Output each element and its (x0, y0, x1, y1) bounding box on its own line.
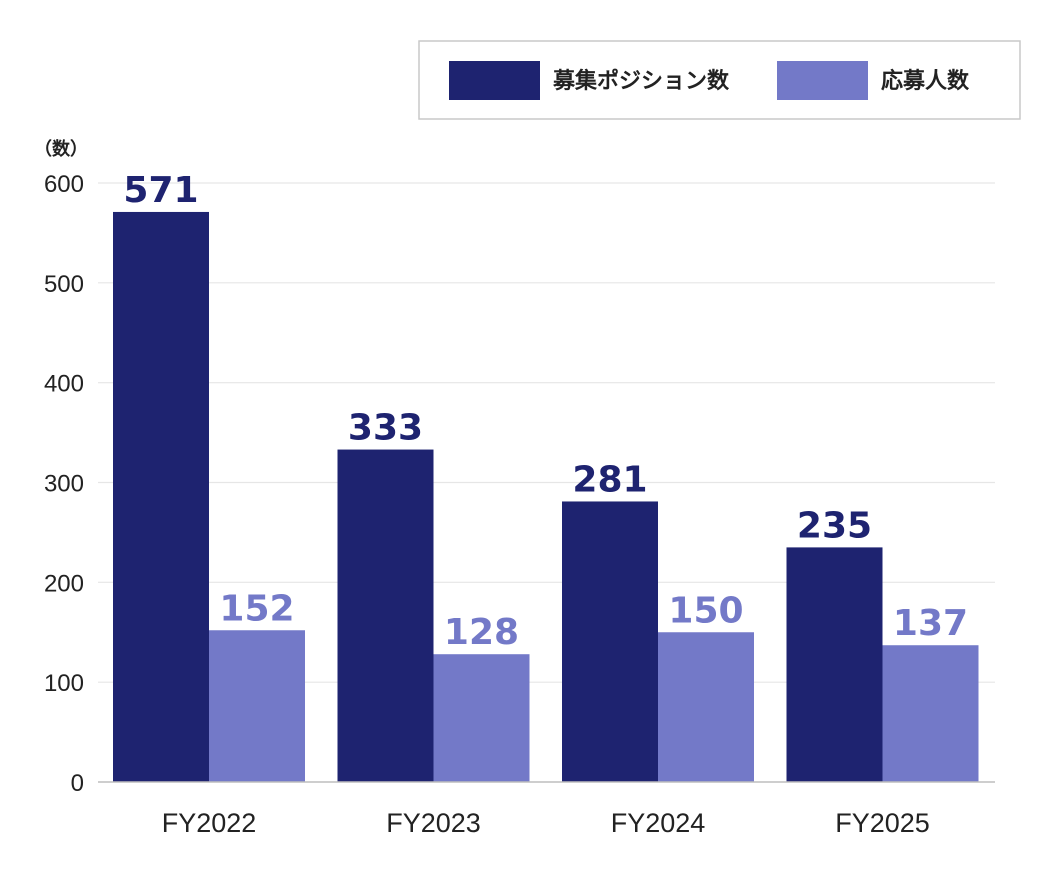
value-label-fy2024-series-0: 281 (572, 459, 647, 500)
x-category-label-fy2024: FY2024 (611, 808, 706, 838)
y-tick-label-500: 500 (44, 271, 84, 298)
y-tick-label-100: 100 (44, 670, 84, 697)
y-tick-label-0: 0 (71, 770, 84, 797)
bar-fy2025-series-1 (882, 645, 979, 782)
bar-fy2022-series-1 (209, 630, 305, 782)
legend-swatch-applicants (777, 61, 868, 100)
y-axis-ticks: 0 100 200 300 400 500 600 (44, 171, 84, 797)
legend-swatch-recruit-positions (449, 61, 540, 100)
bar-series (113, 211, 979, 782)
y-tick-label-200: 200 (44, 570, 84, 597)
x-axis-categories: FY2022 FY2023 FY2024 FY2025 (162, 808, 930, 838)
bar-fy2022-series-0 (113, 211, 209, 782)
legend-label-applicants: 応募人数 (881, 68, 970, 94)
value-label-fy2023-series-0: 333 (348, 408, 423, 449)
x-category-label-fy2025: FY2025 (835, 808, 930, 838)
legend-label-recruit-positions: 募集ポジション数 (552, 68, 730, 94)
y-tick-label-400: 400 (44, 371, 84, 398)
y-tick-label-300: 300 (44, 471, 84, 498)
y-tick-label-600: 600 (44, 171, 84, 198)
value-label-fy2022-series-1: 152 (219, 588, 294, 629)
x-category-label-fy2023: FY2023 (386, 808, 481, 838)
bar-fy2024-series-1 (658, 632, 754, 782)
x-category-label-fy2022: FY2022 (162, 808, 257, 838)
value-label-fy2022-series-0: 571 (123, 170, 198, 211)
value-label-fy2025-series-0: 235 (797, 505, 872, 546)
chart-legend: 募集ポジション数 応募人数 (418, 40, 1021, 120)
value-label-fy2024-series-1: 150 (668, 590, 743, 631)
bar-fy2023-series-0 (337, 449, 434, 782)
y-axis-unit-label: （数） (34, 138, 88, 160)
bar-fy2023-series-1 (433, 654, 530, 782)
bar-fy2025-series-0 (786, 547, 883, 782)
value-label-fy2023-series-1: 128 (444, 612, 519, 653)
data-labels: 571 152 333 128 281 150 235 137 (123, 170, 968, 653)
bar-fy2024-series-0 (562, 501, 658, 782)
value-label-fy2025-series-1: 137 (893, 603, 968, 644)
